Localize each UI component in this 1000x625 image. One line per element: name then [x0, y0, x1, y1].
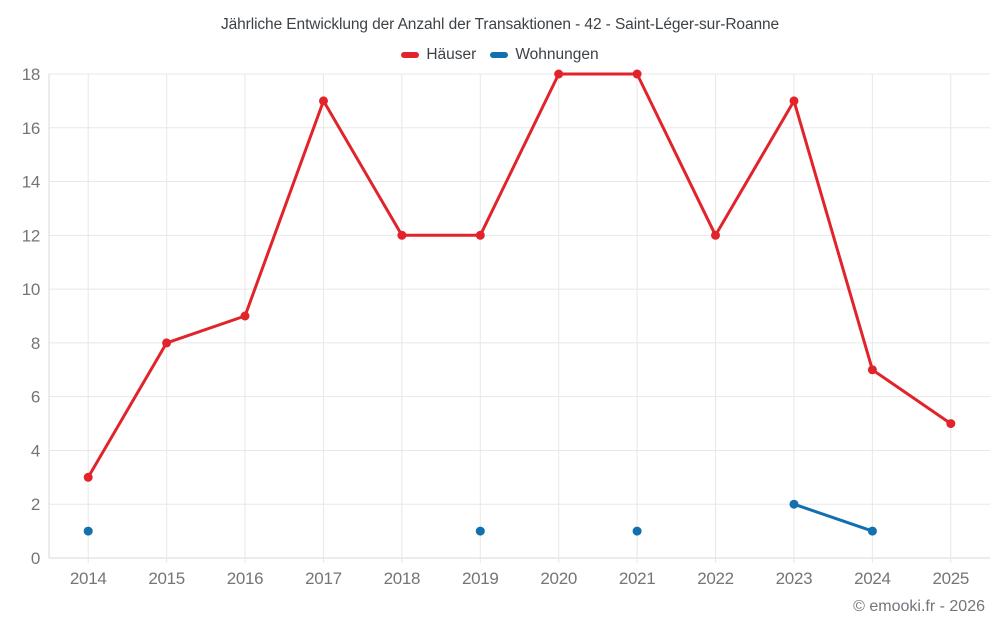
x-axis-tick-label: 2017: [305, 569, 342, 588]
y-axis-tick-label: 8: [31, 334, 40, 353]
wohnungen-legend-marker-icon: [490, 52, 509, 58]
x-axis-tick-label: 2016: [227, 569, 264, 588]
häuser-data-point[interactable]: [711, 230, 720, 240]
häuser-line: [86, 72, 953, 479]
y-axis-tick-label: 10: [22, 280, 40, 299]
grid-layer: [48, 73, 990, 563]
chart-title: Jährliche Entwicklung der Anzahl der Tra…: [220, 16, 780, 33]
häuser-data-point[interactable]: [867, 365, 877, 375]
häuser-data-point[interactable]: [554, 69, 564, 79]
copyright-footer: © emooki.fr - 2026: [853, 598, 985, 615]
häuser-data-point[interactable]: [240, 311, 250, 321]
wohnungen-data-point[interactable]: [83, 526, 93, 536]
y-axis-tick-label: 0: [31, 549, 40, 568]
series-layer: [83, 69, 956, 536]
series-wohnungen: [83, 499, 877, 536]
wohnungen-data-point[interactable]: [867, 526, 877, 536]
häuser-data-point[interactable]: [162, 338, 172, 348]
x-axis-tick-label: 2015: [148, 569, 185, 588]
x-axis-tick-label: 2024: [854, 569, 891, 588]
häuser-data-point[interactable]: [397, 230, 407, 240]
legend-label-hauser: Häuser: [426, 46, 477, 63]
chart-legend: Häuser Wohnungen: [0, 46, 1000, 64]
hauser-legend-marker-icon: [401, 52, 420, 58]
wohnungen-line: [792, 502, 874, 533]
x-axis-tick-label: 2021: [619, 569, 656, 588]
häuser-data-point[interactable]: [632, 69, 642, 79]
series-häuser: [83, 69, 956, 482]
y-axis-tick-label: 16: [22, 119, 40, 138]
x-axis-tick-label: 2023: [776, 569, 813, 588]
y-axis-tick-label: 2: [31, 495, 40, 514]
y-axis-tick-label: 4: [31, 441, 40, 460]
häuser-data-point[interactable]: [83, 472, 93, 482]
y-axis-tick-label: 6: [31, 388, 40, 407]
häuser-data-point[interactable]: [319, 96, 328, 106]
y-axis-tick-label: 18: [22, 65, 40, 84]
wohnungen-data-point[interactable]: [475, 526, 485, 536]
x-axis-tick-label: 2025: [932, 569, 969, 588]
x-axis-tick-label: 2022: [697, 569, 734, 588]
x-axis-tick-label: 2014: [70, 569, 107, 588]
wohnungen-data-point[interactable]: [632, 526, 642, 536]
x-axis-tick-label: 2019: [462, 569, 499, 588]
x-axis-tick-label: 2018: [384, 569, 421, 588]
x-axis-tick-label: 2020: [540, 569, 577, 588]
y-axis-tick-label: 14: [22, 173, 40, 192]
legend-label-wohnungen: Wohnungen: [515, 46, 599, 63]
häuser-data-point[interactable]: [789, 96, 799, 106]
y-axis-tick-label: 12: [22, 226, 40, 245]
häuser-data-point[interactable]: [475, 230, 485, 240]
legend-item-hauser[interactable]: Häuser: [401, 46, 476, 64]
wohnungen-data-point[interactable]: [789, 499, 799, 509]
axis-labels: 0 2 4 6 8 10 12 14 16 18 2014 2015 2016 2017 2018 2019 2…: [22, 65, 970, 588]
legend-item-wohnungen[interactable]: Wohnungen: [490, 46, 599, 64]
häuser-data-point[interactable]: [946, 419, 956, 429]
